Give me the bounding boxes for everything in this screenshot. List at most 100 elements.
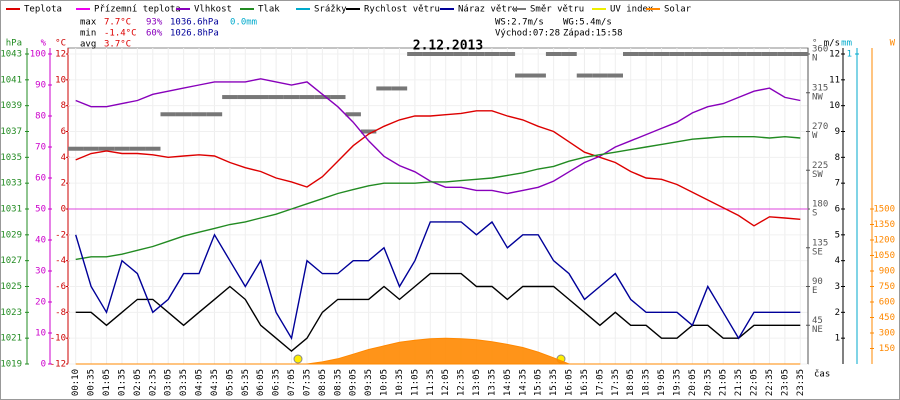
- y-tick-label: 10: [55, 75, 66, 85]
- x-tick-label: 18:35: [642, 369, 652, 396]
- y-tick-label: 11: [829, 75, 840, 85]
- axis-unit: hPa: [6, 39, 22, 49]
- stat-text: 0.0mm: [230, 18, 257, 28]
- stat-text: 7.7°C: [104, 18, 131, 28]
- x-tick-label: 22:05: [750, 369, 760, 396]
- y-tick-label: 10: [829, 101, 840, 111]
- y-tick-label: 1200: [873, 236, 895, 246]
- x-tick-label: 19:35: [672, 369, 682, 396]
- y-tick-label: S: [812, 209, 817, 219]
- sun-time: Východ:07:28: [495, 29, 560, 39]
- x-tick-label: 20:05: [688, 369, 698, 396]
- legend-label: Náraz větru: [458, 5, 518, 15]
- y-tick-label: 0: [41, 360, 46, 370]
- y-tick-label: 30: [35, 267, 46, 277]
- direction-mark: [360, 129, 377, 134]
- y-tick-label: 1: [835, 334, 840, 344]
- y-tick-value: 270: [812, 122, 828, 132]
- direction-mark: [530, 73, 546, 78]
- direction-mark: [83, 146, 99, 151]
- y-tick-label: 2: [835, 308, 840, 318]
- y-tick-label: 12: [55, 50, 66, 60]
- axis-unit: °: [812, 39, 817, 49]
- x-tick-label: 10:05: [380, 369, 390, 396]
- x-tick-label: 01:35: [117, 369, 127, 396]
- y-tick-value: 90: [812, 277, 823, 287]
- x-tick-label: 13:05: [472, 369, 482, 396]
- stat-text: min: [80, 29, 96, 39]
- y-tick-label: 80: [35, 112, 46, 122]
- direction-mark: [669, 52, 685, 56]
- y-tick-label: 6: [61, 127, 66, 137]
- y-tick-label: 900: [879, 267, 895, 277]
- direction-mark: [345, 112, 361, 117]
- x-tick-label: 06:35: [272, 369, 282, 396]
- x-tick-label: 03:35: [179, 369, 189, 396]
- legend-label: Solar: [664, 5, 692, 15]
- wind-stat: WG:5.4m/s: [563, 18, 612, 28]
- y-tick-value: 225: [812, 161, 828, 171]
- direction-mark: [268, 95, 284, 100]
- y-tick-label: 600: [879, 298, 895, 308]
- stat-text: 60%: [146, 29, 163, 39]
- direction-mark: [376, 86, 392, 91]
- x-tick-label: 04:05: [195, 369, 205, 396]
- y-tick-value: 360: [812, 45, 828, 55]
- stat-text: 1036.6hPa: [170, 18, 219, 28]
- x-tick-label: 03:05: [164, 369, 174, 396]
- direction-mark: [253, 95, 269, 100]
- legend-label: Tlak: [258, 5, 280, 15]
- y-tick-value: 135: [812, 238, 828, 248]
- y-tick-label: 50: [35, 205, 46, 215]
- x-tick-label: 00:10: [71, 369, 81, 396]
- sun-time: Západ:15:58: [563, 29, 623, 39]
- y-tick-label: SE: [812, 247, 823, 257]
- stat-text: 1026.8hPa: [170, 29, 219, 39]
- axis-unit: W: [890, 39, 896, 49]
- sunrise-marker: [293, 354, 303, 364]
- x-tick-label: 22:35: [765, 369, 775, 396]
- legend-label: Vlhkost: [194, 5, 232, 15]
- series-line: [75, 220, 801, 341]
- x-tick-label: 23:05: [780, 369, 790, 396]
- x-tick-label: 15:35: [549, 369, 559, 396]
- y-tick-label: 1027: [0, 256, 22, 266]
- y-tick-label: 1037: [0, 127, 22, 137]
- y-tick-label: 1033: [0, 179, 22, 189]
- direction-mark: [314, 95, 331, 100]
- y-tick-label: 60: [35, 174, 46, 184]
- series-line: [75, 110, 801, 227]
- y-tick-label: 1021: [0, 334, 22, 344]
- y-tick-label: 4: [61, 153, 66, 163]
- chart-title: 2.12.2013: [413, 39, 483, 54]
- y-tick-label: SW: [812, 170, 823, 180]
- x-tick-label: 19:05: [657, 369, 667, 396]
- y-tick-label: 5: [835, 230, 840, 240]
- direction-mark: [576, 73, 593, 78]
- x-tick-label: 01:05: [102, 369, 112, 396]
- y-tick-label: N: [812, 54, 817, 64]
- x-tick-label: 18:05: [626, 369, 636, 396]
- y-tick-label: -8: [55, 308, 66, 318]
- direction-mark: [237, 95, 253, 100]
- x-tick-label: 07:35: [302, 369, 312, 396]
- direction-mark: [545, 52, 562, 56]
- direction-mark: [484, 52, 500, 56]
- x-tick-label: 05:35: [241, 369, 251, 396]
- y-tick-label: 1025: [0, 282, 22, 292]
- direction-mark: [653, 52, 670, 56]
- direction-mark: [422, 52, 438, 56]
- y-tick-label: -2: [55, 230, 66, 240]
- y-tick-value: 180: [812, 200, 828, 210]
- y-tick-label: 6: [835, 205, 840, 215]
- direction-mark: [515, 73, 531, 78]
- x-tick-label: 12:35: [457, 369, 467, 396]
- series-line: [75, 135, 801, 261]
- direction-mark: [638, 52, 654, 56]
- direction-mark: [453, 52, 469, 56]
- direction-mark: [623, 52, 639, 56]
- y-tick-label: 300: [879, 329, 895, 339]
- direction-mark: [68, 146, 84, 151]
